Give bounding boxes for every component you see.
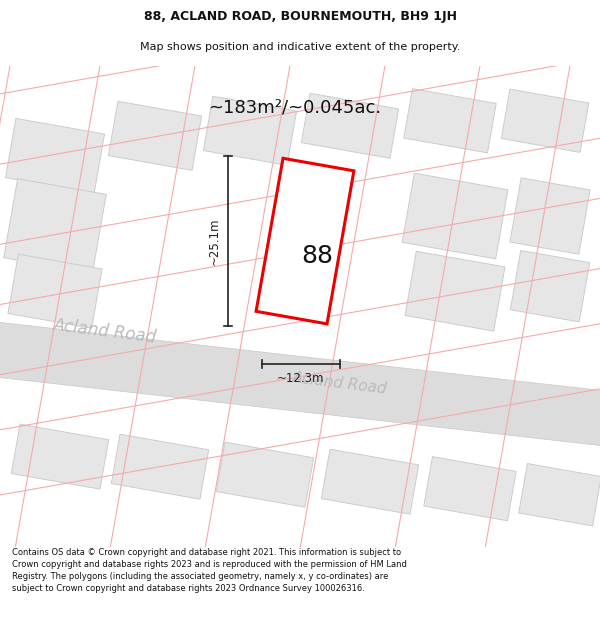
Polygon shape [301,93,398,158]
Polygon shape [519,464,600,526]
Polygon shape [112,434,209,499]
Polygon shape [501,89,589,152]
Polygon shape [0,321,600,447]
Polygon shape [510,178,590,254]
Polygon shape [424,457,516,521]
Polygon shape [11,424,109,489]
Text: Map shows position and indicative extent of the property.: Map shows position and indicative extent… [140,42,460,52]
Text: 88: 88 [301,244,333,268]
Polygon shape [8,254,102,328]
Polygon shape [5,118,104,193]
Polygon shape [4,179,106,273]
Polygon shape [256,158,354,324]
Text: Acland Road: Acland Road [52,316,158,347]
Polygon shape [405,251,505,331]
Text: ~12.3m: ~12.3m [277,372,325,385]
Polygon shape [217,442,314,508]
Polygon shape [203,96,296,166]
Text: Contains OS data © Crown copyright and database right 2021. This information is : Contains OS data © Crown copyright and d… [12,549,407,593]
Text: Acland Road: Acland Road [292,370,388,397]
Polygon shape [402,173,508,259]
Polygon shape [109,101,202,171]
Polygon shape [322,449,419,514]
Text: ~25.1m: ~25.1m [208,217,221,265]
Polygon shape [511,251,590,322]
Polygon shape [404,89,496,153]
Text: 88, ACLAND ROAD, BOURNEMOUTH, BH9 1JH: 88, ACLAND ROAD, BOURNEMOUTH, BH9 1JH [143,10,457,23]
Text: ~183m²/~0.045ac.: ~183m²/~0.045ac. [208,99,382,117]
